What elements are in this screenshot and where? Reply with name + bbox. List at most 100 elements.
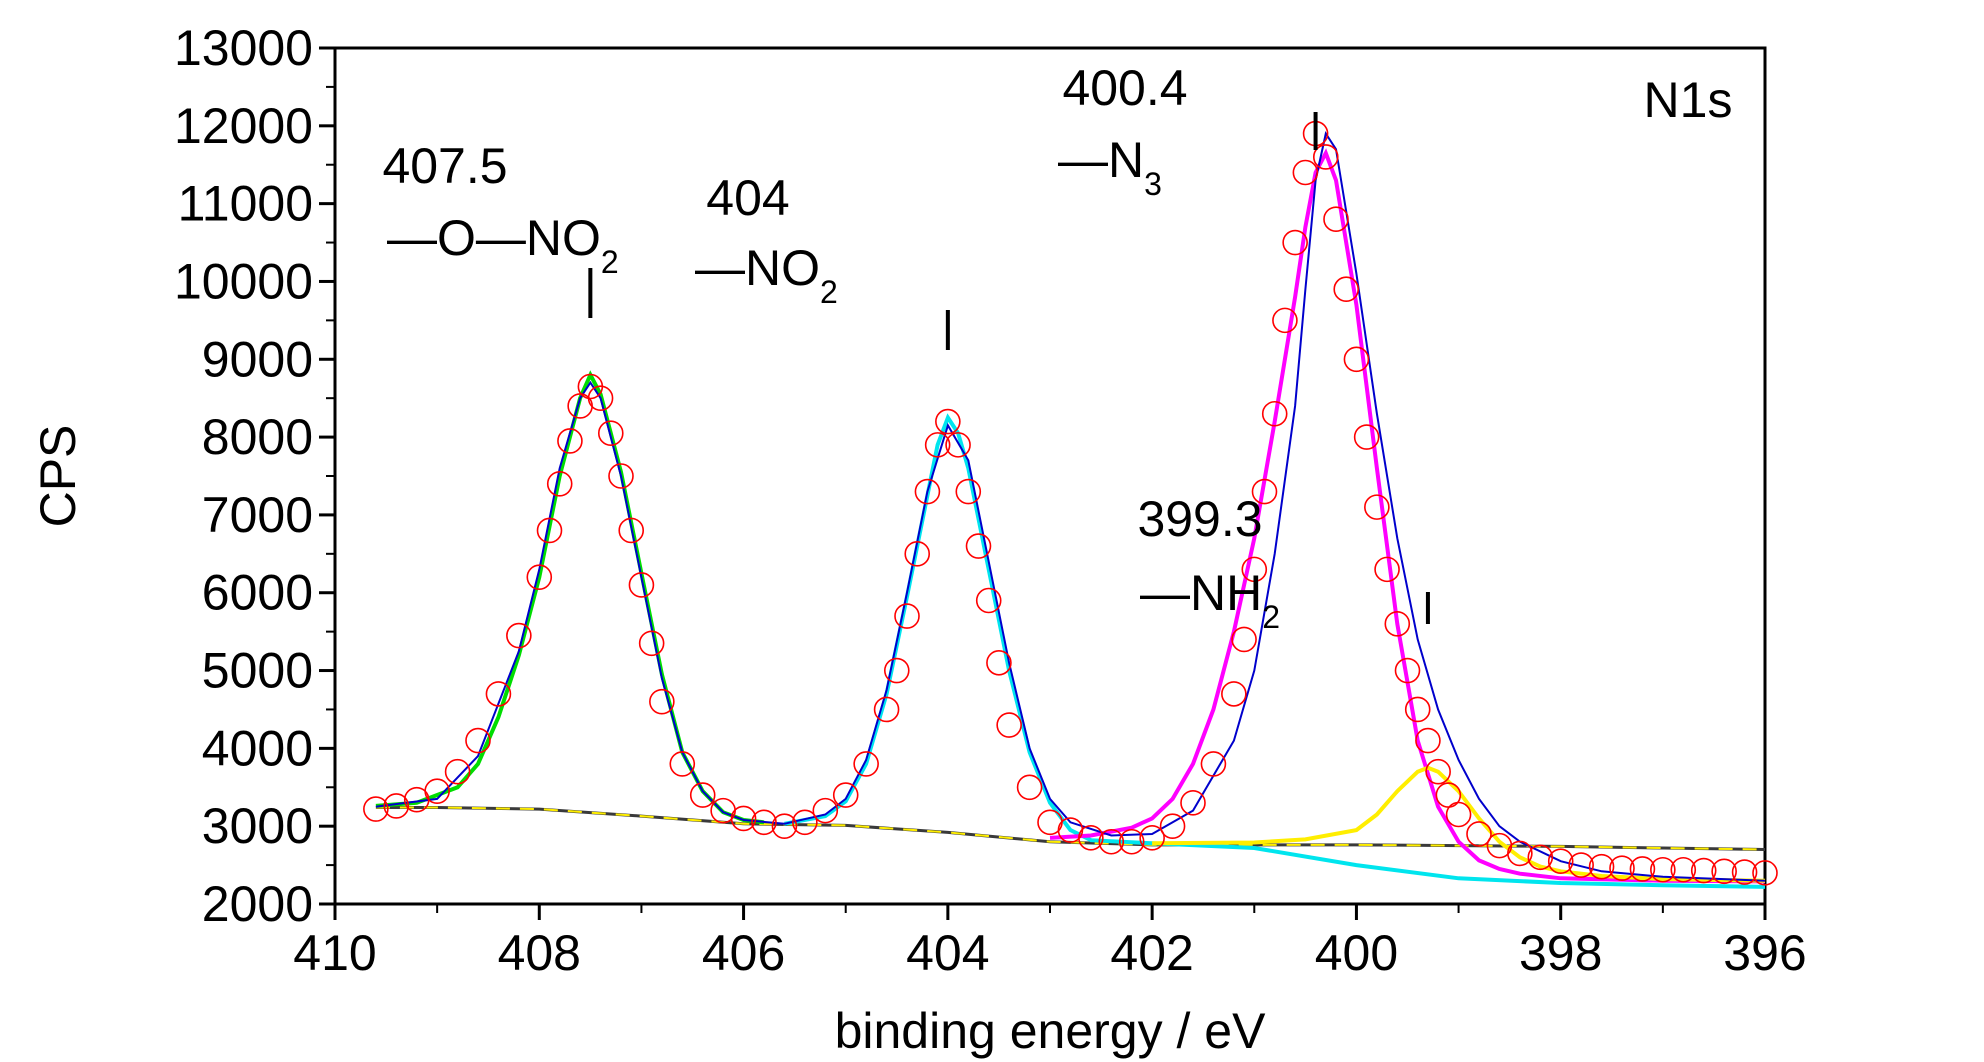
data-point (1343, 346, 1370, 373)
fit-envelope-curve (375, 131, 1766, 882)
series-layer (363, 120, 1778, 889)
data-point (1200, 751, 1227, 777)
y-tick-label: 11000 (178, 176, 313, 232)
y-tick-label: 4000 (202, 720, 313, 776)
data-point (1098, 828, 1125, 855)
data-point (832, 782, 859, 808)
data-point (945, 432, 971, 458)
data-point (363, 796, 389, 822)
group-label-399-3: —NH2 (1140, 565, 1280, 635)
component-404-curve (784, 413, 1766, 889)
y-tick-label: 6000 (202, 565, 313, 621)
data-point (424, 778, 450, 804)
data-point (730, 805, 757, 832)
data-point (1353, 424, 1380, 450)
data-point (1394, 657, 1421, 684)
annotation-399-3: 399.3 —NH2 (1137, 491, 1430, 635)
component-400-4-curve (1049, 148, 1766, 884)
data-point (1731, 859, 1758, 885)
data-point (1231, 626, 1257, 653)
data-point (751, 809, 777, 836)
data-point (1221, 681, 1247, 707)
data-point (1752, 860, 1778, 886)
panel-label: N1s (1644, 72, 1733, 128)
data-point (1425, 758, 1451, 785)
data-point (955, 478, 982, 505)
data-point (557, 428, 583, 454)
data-point (965, 533, 992, 559)
data-point (444, 758, 471, 785)
data-point (536, 517, 563, 544)
data-point (1650, 856, 1676, 883)
peak-value-404: 404 (706, 170, 789, 226)
data-point (608, 463, 634, 489)
data-point (1466, 821, 1492, 847)
x-tick-label: 398 (1519, 925, 1602, 981)
data-point (1272, 307, 1298, 334)
data-point (689, 782, 716, 808)
component-399-3-curve (1152, 765, 1766, 883)
y-tick-label: 2000 (202, 876, 313, 932)
data-point (812, 797, 839, 824)
data-point (618, 517, 645, 544)
data-point (1609, 855, 1635, 882)
data-point (914, 478, 941, 505)
data-point (1507, 840, 1533, 867)
plot-area: 2000 3000 4000 5000 6000 7000 8000 9000 10000 110… (174, 20, 1807, 981)
y-tick-label: 5000 (202, 643, 313, 699)
background-highlight-curve (375, 806, 1766, 851)
x-tick-label: 404 (906, 925, 989, 981)
annotation-407-5: 407.5 —O—NO2 (382, 138, 619, 318)
y-axis-title: CPS (30, 425, 86, 528)
data-point (894, 603, 920, 629)
plot-frame (333, 46, 1767, 906)
data-point (1016, 774, 1043, 801)
data-point (1711, 858, 1737, 885)
x-tick-label: 406 (702, 925, 785, 981)
data-point (873, 696, 900, 723)
measured-data-points (363, 120, 1778, 886)
data-point (1118, 828, 1145, 855)
group-label-404: —NO2 (695, 240, 838, 310)
data-point (526, 564, 553, 590)
peak-value-399-3: 399.3 (1137, 491, 1262, 547)
data-point (1670, 856, 1697, 883)
data-point (628, 572, 655, 598)
data-point (1415, 727, 1441, 754)
data-point (1312, 144, 1339, 170)
y-tick-label: 3000 (202, 798, 313, 854)
data-point (975, 587, 1002, 614)
group-label-407-5: —O—NO2 (387, 210, 619, 280)
x-axis-title: binding energy / eV (835, 1003, 1267, 1059)
y-tick-label: 13000 (174, 20, 313, 76)
annotation-400-4: 400.4 —N3 (1058, 60, 1318, 202)
data-point (1139, 825, 1165, 851)
data-point (1333, 276, 1360, 303)
data-point (883, 657, 910, 684)
data-point (1445, 801, 1472, 828)
data-point (1588, 853, 1615, 880)
data-point (904, 541, 931, 567)
data-point (465, 727, 491, 754)
y-tick-label: 10000 (174, 253, 313, 309)
data-point (1323, 206, 1349, 232)
data-point (1251, 478, 1278, 505)
data-point (1364, 494, 1390, 520)
data-point (1404, 696, 1431, 723)
annotations-layer: 407.5 —O—NO2 404 —NO2 400.4 —N3 399.3 —NH2 (382, 60, 1430, 635)
data-point (924, 432, 951, 458)
group-label-400-4: —N3 (1058, 132, 1162, 202)
peak-value-400-4: 400.4 (1062, 60, 1187, 116)
x-tick-label: 396 (1723, 925, 1806, 981)
data-point (1241, 556, 1268, 583)
component-407-5-curve (375, 370, 765, 825)
data-point (935, 408, 961, 435)
y-tick-label: 7000 (202, 487, 313, 543)
data-point (587, 385, 614, 411)
data-point (1282, 229, 1308, 256)
data-point (1527, 844, 1554, 871)
data-point (383, 793, 410, 819)
x-tick-label: 410 (293, 925, 376, 981)
y-tick-label: 8000 (202, 409, 313, 465)
